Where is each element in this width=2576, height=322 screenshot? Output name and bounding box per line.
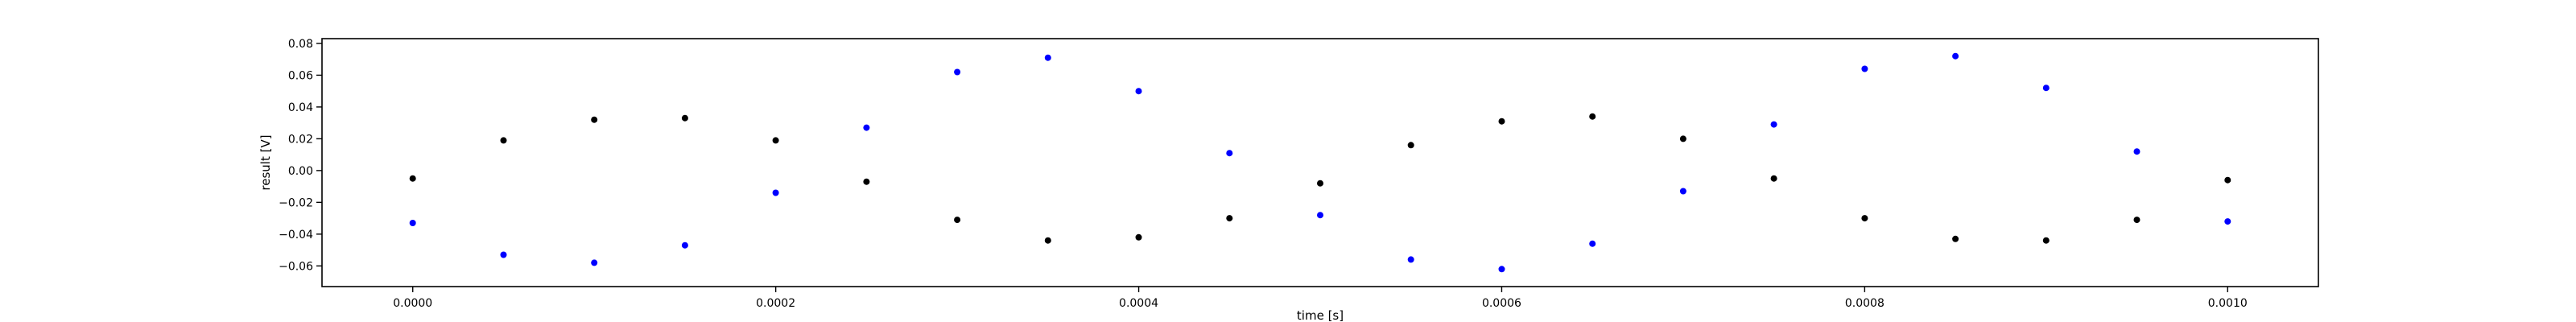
- data-point: [1770, 175, 1777, 182]
- x-tick-label: 0.0004: [1119, 297, 1158, 310]
- y-tick-label: 0.08: [288, 38, 313, 51]
- data-point: [2133, 217, 2140, 224]
- data-point: [1952, 52, 1959, 60]
- data-point: [772, 137, 779, 144]
- data-point: [591, 116, 598, 123]
- data-point: [2224, 176, 2231, 184]
- data-point: [1044, 54, 1051, 61]
- x-axis-label: time [s]: [1297, 308, 1344, 322]
- x-ticks: 0.0000 0.0002 0.0004 0.0006 0.0008 0.0010: [393, 287, 2248, 310]
- data-point: [591, 259, 598, 266]
- data-point: [2224, 218, 2231, 225]
- data-point: [409, 175, 416, 182]
- data-point: [954, 68, 961, 76]
- data-point: [1407, 256, 1414, 263]
- data-point: [1589, 113, 1596, 120]
- data-point: [1770, 121, 1777, 128]
- data-point: [863, 178, 870, 185]
- data-point: [1226, 150, 1233, 157]
- data-point: [1589, 240, 1596, 247]
- x-tick-label: 0.0008: [1845, 297, 1885, 310]
- data-point: [1498, 266, 1505, 273]
- y-tick-label: 0.04: [288, 101, 313, 114]
- data-point: [1861, 215, 1868, 222]
- data-point: [681, 114, 688, 122]
- data-point: [863, 124, 870, 131]
- data-point: [1498, 118, 1505, 125]
- data-point: [1861, 65, 1868, 72]
- data-point: [1135, 233, 1142, 241]
- data-point: [1407, 142, 1414, 149]
- data-point: [409, 220, 416, 226]
- y-tick-label: 0.02: [288, 133, 313, 146]
- plot-background: [322, 39, 2318, 287]
- y-tick-label: −0.04: [279, 229, 313, 242]
- y-axis-label: result [V]: [258, 134, 273, 190]
- x-tick-label: 0.0006: [1482, 297, 1521, 310]
- data-point: [954, 217, 961, 224]
- data-point: [1135, 88, 1142, 95]
- y-tick-label: 0.06: [288, 69, 313, 82]
- y-tick-label: 0.00: [288, 165, 313, 178]
- series-1: [409, 52, 2231, 273]
- data-point: [1952, 235, 1959, 242]
- y-tick-label: −0.02: [279, 196, 313, 209]
- series-2: [409, 113, 2231, 244]
- x-tick-label: 0.0000: [393, 297, 432, 310]
- data-point: [1679, 135, 1686, 142]
- data-point: [500, 137, 507, 144]
- data-point: [1317, 212, 1323, 219]
- series-layer: [409, 52, 2231, 273]
- data-point: [681, 242, 688, 249]
- data-point: [1226, 215, 1233, 222]
- x-tick-label: 0.0010: [2208, 297, 2248, 310]
- plot-frame: [321, 38, 2319, 287]
- data-point: [1044, 237, 1051, 244]
- x-tick-label: 0.0002: [756, 297, 795, 310]
- data-point: [1679, 188, 1686, 195]
- y-tick-label: −0.06: [279, 260, 313, 273]
- data-point: [772, 189, 779, 196]
- data-point: [500, 251, 507, 258]
- data-point: [2042, 85, 2050, 92]
- data-point: [1317, 180, 1323, 187]
- data-point: [2133, 148, 2140, 155]
- y-ticks: −0.06 −0.04 −0.02 0.00 0.02 0.04 0.06 0.08: [279, 38, 322, 273]
- data-point: [2042, 237, 2050, 244]
